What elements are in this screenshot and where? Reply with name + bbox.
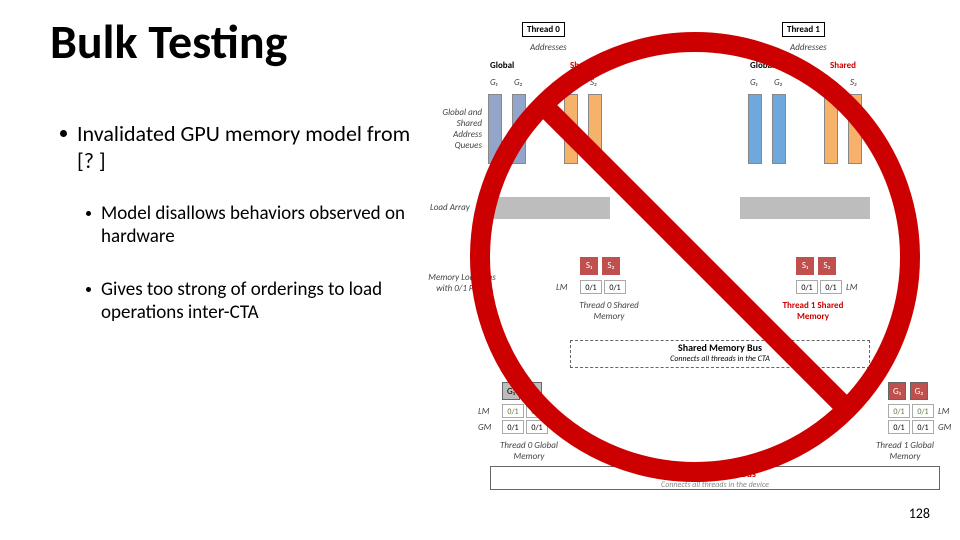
global-label-1: Global [750, 60, 774, 71]
shared-bus-title: Shared Memory Bus [678, 341, 762, 354]
global-label-0: Global [490, 60, 514, 71]
global-bus-sub: Connects all threads in the device [491, 480, 939, 490]
bullet-dot [86, 211, 91, 216]
cell-01: 0/1 [502, 420, 524, 434]
bullet-dot [60, 130, 67, 137]
global-bus-title: Global Memory Bus [674, 467, 756, 480]
s2-box-1: S₂ [818, 257, 836, 275]
cell-01: 0/1 [796, 280, 818, 294]
shared-bus-sub: Connects all threads in the CTA [571, 354, 869, 364]
load-array-1 [740, 197, 870, 219]
g1-0: G₁ [490, 77, 498, 88]
memloc-label: Memory Locations with 0/1 Flags [422, 272, 502, 294]
g1-box-0: G₁ [502, 382, 520, 400]
load-array-label: Load Array [430, 202, 470, 213]
bullet-sub1-text: Model disallows behaviors observed on ha… [101, 202, 420, 248]
addresses-label-1: Addresses [790, 42, 827, 53]
g2-box-1: G₂ [910, 382, 928, 400]
bullet-main: Invalidated GPU memory model from [? ] [60, 120, 420, 174]
cell-01: 0/1 [820, 280, 842, 294]
bullet-main-text: Invalidated GPU memory model from [? ] [77, 120, 420, 174]
queue-bar-overlay [488, 94, 502, 164]
cell-01: 0/1 [912, 420, 934, 434]
s2-0: S₂ [590, 77, 597, 88]
s2-box-0: S₂ [602, 257, 620, 275]
cell-01: 0/1 [888, 404, 910, 418]
s2-1: S₂ [850, 77, 857, 88]
g2-0: G₂ [514, 77, 523, 88]
load-array-0 [480, 197, 610, 219]
cell-01: 0/1 [526, 420, 548, 434]
cell-01: 0/1 [502, 404, 524, 418]
queue-bar-overlay [512, 94, 526, 164]
queues-label: Global and Shared Address Queues [432, 107, 482, 151]
shared-label-1: Shared [830, 60, 856, 71]
gm-bottom-1: GM [938, 422, 951, 433]
queue-bar [564, 94, 578, 164]
s1-box-1: S₁ [796, 257, 814, 275]
cell-01: 0/1 [580, 280, 602, 294]
global-bus: Global Memory Bus Connects all threads i… [490, 466, 940, 490]
g1-box-1: G₁ [888, 382, 906, 400]
queue-bar [848, 94, 862, 164]
bullet-sub1: Model disallows behaviors observed on ha… [86, 202, 420, 248]
addresses-label-0: Addresses [530, 42, 567, 53]
thread1-label: Thread 1 [782, 22, 825, 37]
g1-1: G₁ [750, 77, 758, 88]
t1-global-label: Thread 1 Global Memory [870, 440, 940, 462]
queue-bar [772, 94, 786, 164]
lm-label-1: LM [846, 282, 857, 293]
cell-01: 0/1 [888, 420, 910, 434]
s1-0: S₁ [566, 77, 572, 88]
g2-box-0: G₂ [524, 382, 542, 400]
page-number: 128 [909, 505, 930, 522]
bullet-dot [86, 287, 91, 292]
shared-bus: Shared Memory Bus Connects all threads i… [570, 340, 870, 368]
queue-bar [748, 94, 762, 164]
thread0-label: Thread 0 [522, 22, 565, 37]
bullet-list: Invalidated GPU memory model from [? ] M… [60, 120, 420, 354]
page-title: Bulk Testing [50, 12, 287, 71]
lm-label-0: LM [556, 282, 567, 293]
queue-bar [588, 94, 602, 164]
bullet-sub2-text: Gives too strong of orderings to load op… [101, 278, 420, 324]
lm-bottom-1: LM [938, 406, 949, 417]
shared-label-0: Shared [570, 60, 596, 71]
cell-01: 0/1 [526, 404, 548, 418]
bullet-sub2: Gives too strong of orderings to load op… [86, 278, 420, 324]
cell-01: 0/1 [604, 280, 626, 294]
cell-01: 0/1 [912, 404, 934, 418]
t0-global-label: Thread 0 Global Memory [494, 440, 564, 462]
s1-1: S₁ [826, 77, 832, 88]
t0-shared-label: Thread 0 Shared Memory [574, 300, 644, 322]
s1-box-0: S₁ [580, 257, 598, 275]
queue-bar [824, 94, 838, 164]
memory-model-diagram: Thread 0 Thread 1 Addresses Addresses Gl… [450, 22, 940, 492]
lm-bottom-0: LM [478, 406, 489, 417]
gm-bottom-0: GM [478, 422, 491, 433]
g2-1: G₂ [774, 77, 783, 88]
t1-shared-label: Thread 1 Shared Memory [778, 300, 848, 322]
